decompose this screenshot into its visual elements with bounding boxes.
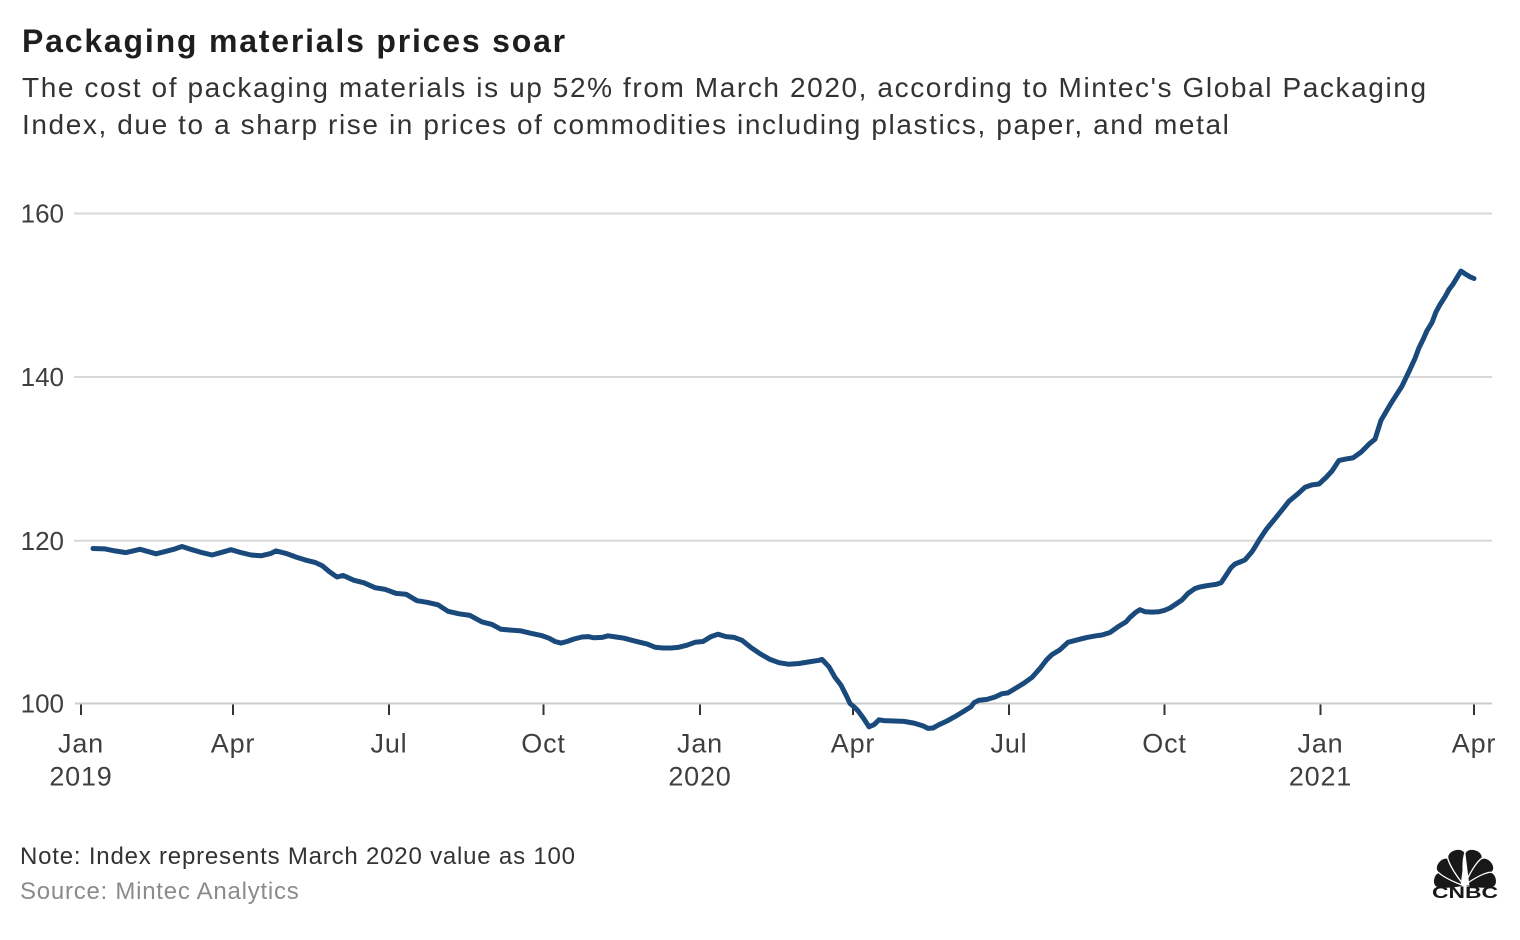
- svg-text:Apr: Apr: [831, 729, 875, 759]
- svg-text:100: 100: [21, 689, 64, 719]
- svg-text:Jan: Jan: [1298, 729, 1344, 759]
- svg-text:2020: 2020: [668, 762, 731, 792]
- svg-text:140: 140: [21, 362, 64, 392]
- svg-text:160: 160: [21, 199, 64, 229]
- svg-text:CNBC: CNBC: [1432, 883, 1498, 902]
- svg-text:2021: 2021: [1289, 762, 1352, 792]
- svg-text:Apr: Apr: [1452, 729, 1496, 759]
- svg-text:Apr: Apr: [211, 729, 255, 759]
- svg-text:Oct: Oct: [1142, 729, 1186, 759]
- svg-text:Jul: Jul: [991, 729, 1028, 759]
- svg-text:Jan: Jan: [58, 729, 104, 759]
- svg-text:Oct: Oct: [521, 729, 565, 759]
- svg-text:Jan: Jan: [677, 729, 723, 759]
- svg-text:120: 120: [21, 526, 64, 556]
- svg-text:Jul: Jul: [371, 729, 408, 759]
- svg-text:2019: 2019: [49, 762, 112, 792]
